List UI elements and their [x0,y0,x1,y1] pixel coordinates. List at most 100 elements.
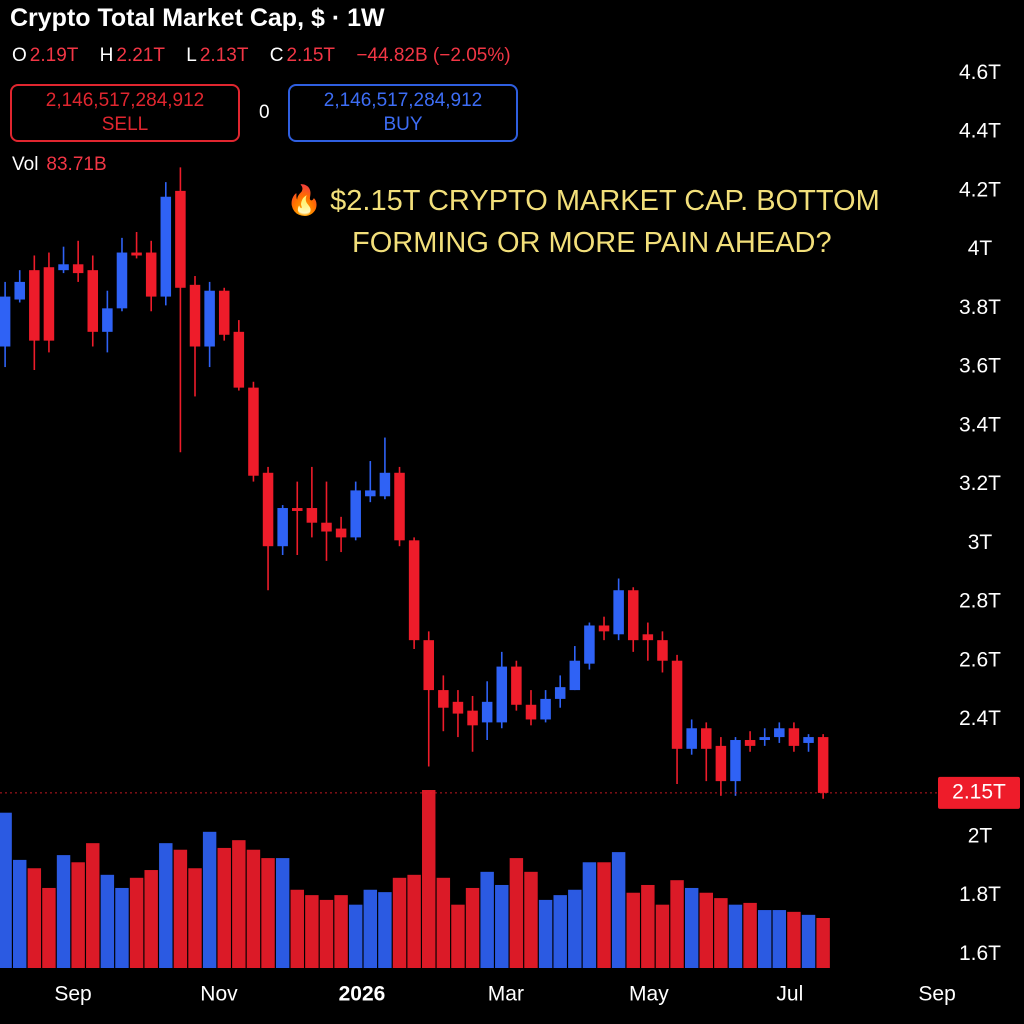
volume-bar [743,902,757,968]
candle-body [701,728,712,749]
candle-body [277,508,288,547]
volume-bar [363,889,378,968]
candle-body [350,490,361,538]
change-value: −44.82B (−2.05%) [356,45,511,66]
candle-body [102,308,113,332]
y-tick-label: 3.6T [959,355,1001,378]
candle-body [58,264,69,271]
low-key: L [186,45,197,66]
y-tick-label: 2T [968,824,993,847]
candle-body [14,281,25,300]
buy-price: 2,146,517,284,912 [323,90,483,111]
volume-bar [451,904,465,968]
x-tick-label: Nov [200,983,238,1006]
high-value: 2.21T [116,45,165,66]
y-tick-label: 3.8T [959,296,1001,319]
volume-bar [232,840,246,968]
candle-body [554,687,566,699]
y-tick-label: 2.6T [959,648,1001,671]
volume-key: Vol [12,154,39,175]
y-tick-label: 2.8T [959,590,1001,613]
buy-button[interactable]: 2,146,517,284,912 BUY [288,84,518,142]
sell-button[interactable]: 2,146,517,284,912 SELL [10,84,240,142]
volume-bar [626,892,640,968]
candle-body [292,508,303,511]
candle-body [467,710,478,726]
annotation-line: 🔥 $2.15T CRYPTO MARKET CAP. BOTTOM [286,185,880,217]
y-tick-label: 3T [968,531,993,554]
volume-bar [670,880,684,968]
candle-body [204,290,215,347]
volume-bar [465,887,480,968]
volume-bar [392,877,407,968]
volume-bar [568,889,582,968]
chart-title: Crypto Total Market Cap, $ · 1W [10,4,385,32]
y-tick-label: 1.8T [959,883,1001,906]
candle-body [788,728,800,746]
candle-body [87,270,99,332]
volume-bar [495,884,509,968]
candle-body [175,190,186,288]
candle-body [116,252,128,309]
candle-body [511,666,522,705]
volume-bar [378,892,392,968]
candle-body [321,522,332,532]
close-key: C [269,45,284,66]
volume-bar [480,871,494,968]
candle-body [131,252,142,256]
candle-body [0,296,11,347]
volume-bar [13,859,27,968]
candle-body [262,472,274,547]
volume-bar [597,862,611,968]
low-value: 2.13T [199,45,249,66]
y-tick-label: 4T [968,237,993,260]
x-tick-label: Sep [54,983,91,1006]
volume-bar [582,862,597,968]
volume-bar [71,862,85,968]
candle-body [598,625,610,632]
volume-bar [319,899,334,968]
volume-bar [684,887,699,968]
volume-bar [246,849,261,968]
open-key: O [12,45,27,66]
candle-body [408,540,420,641]
volume-bar [305,895,319,968]
volume-bar [188,868,202,968]
volume-bar [115,887,129,968]
candle-body [730,740,741,782]
close-value: 2.15T [286,45,336,66]
volume-bar [699,892,713,968]
volume-bar [611,852,626,968]
x-tick-label: 2026 [339,983,386,1006]
spread: 0 [259,102,270,123]
candle-body [306,508,318,523]
volume-bar [772,910,787,968]
sell-price: 2,146,517,284,912 [45,90,205,111]
volume-bar [538,899,553,968]
candle-body [145,252,157,297]
volume-bar [714,898,728,968]
candle-body [715,745,727,782]
candle-body [160,196,172,297]
candle-body [365,490,376,497]
x-tick-label: Mar [488,983,524,1006]
last-price-tag [938,776,1020,809]
volume-bar [0,812,12,968]
volume-bar [348,904,363,968]
annotation: 🔥 $2.15T CRYPTO MARKET CAP. BOTTOM FORMI… [286,180,880,264]
volume-value: 83.71B [46,154,107,175]
candle-body [803,737,814,743]
volume-bar [27,868,42,968]
volume-bar [509,858,524,968]
candle-body [423,640,434,691]
candle-body [584,625,595,664]
candle-body [29,270,40,341]
volume-bar [801,914,816,968]
y-tick-label: 3.4T [959,413,1001,436]
volume-bar [290,889,304,968]
volume-bar [42,887,56,968]
candle-body [759,737,770,741]
y-tick-label: 4.4T [959,120,1001,143]
volume-bar [56,855,71,968]
